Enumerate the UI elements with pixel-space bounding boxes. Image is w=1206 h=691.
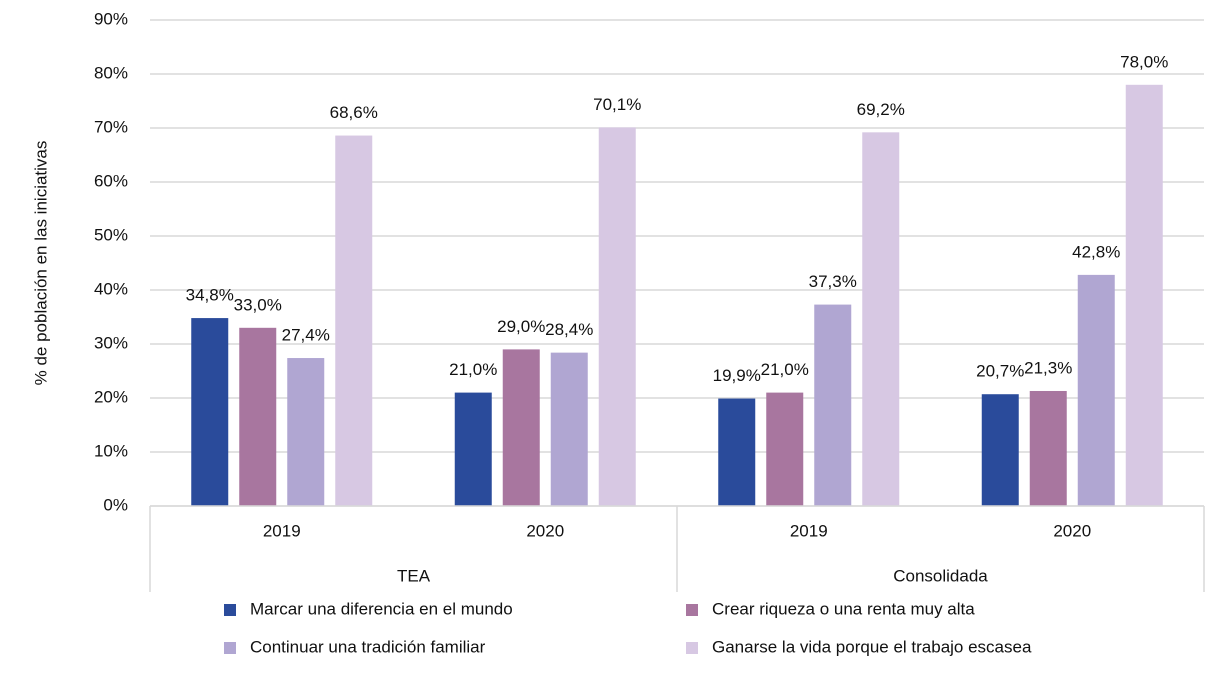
legend-label: Marcar una diferencia en el mundo [250, 599, 513, 618]
y-tick-label: 90% [94, 9, 128, 28]
y-tick-label: 80% [94, 63, 128, 82]
group-label: Consolidada [893, 566, 988, 585]
data-label: 68,6% [330, 103, 378, 122]
bar [335, 135, 373, 506]
y-tick-label: 50% [94, 225, 128, 244]
x-tick-label: 2019 [263, 521, 301, 540]
data-label: 42,8% [1072, 242, 1120, 261]
y-tick-label: 70% [94, 117, 128, 136]
legend-swatch [224, 642, 236, 654]
data-label: 34,8% [186, 286, 234, 305]
data-label: 19,9% [713, 366, 761, 385]
data-label: 21,0% [761, 360, 809, 379]
y-tick-label: 20% [94, 387, 128, 406]
bar [862, 132, 900, 506]
bar [1077, 274, 1115, 506]
data-label: 27,4% [282, 326, 330, 345]
bar [239, 327, 277, 506]
bar [1125, 84, 1163, 507]
bar [454, 392, 492, 506]
bar [814, 304, 852, 506]
x-tick-label: 2019 [790, 521, 828, 540]
legend-swatch [686, 604, 698, 616]
data-label: 21,3% [1024, 358, 1072, 377]
y-tick-label: 30% [94, 333, 128, 352]
data-label: 37,3% [809, 272, 857, 291]
bar [598, 127, 636, 507]
legend-label: Crear riqueza o una renta muy alta [712, 599, 975, 618]
bar [191, 318, 229, 506]
data-label: 29,0% [497, 317, 545, 336]
group-label: TEA [397, 566, 431, 585]
data-label: 78,0% [1120, 52, 1168, 71]
bar [1029, 390, 1067, 506]
bar [766, 392, 804, 506]
bar [287, 358, 325, 506]
bar [981, 394, 1019, 506]
data-label: 28,4% [545, 320, 593, 339]
data-label: 20,7% [976, 362, 1024, 381]
data-label: 21,0% [449, 360, 497, 379]
legend-swatch [224, 604, 236, 616]
legend-label: Ganarse la vida porque el trabajo escase… [712, 637, 1032, 656]
y-axis-label: % de población en las iniciativas [31, 141, 50, 386]
x-tick-label: 2020 [526, 521, 564, 540]
y-tick-label: 0% [103, 495, 128, 514]
x-tick-label: 2020 [1053, 521, 1091, 540]
bar [502, 349, 540, 506]
y-tick-label: 40% [94, 279, 128, 298]
legend-label: Continuar una tradición familiar [250, 637, 486, 656]
bar [718, 398, 756, 506]
y-tick-label: 10% [94, 441, 128, 460]
bar [550, 352, 588, 506]
legend-swatch [686, 642, 698, 654]
data-label: 69,2% [857, 100, 905, 119]
data-label: 70,1% [593, 95, 641, 114]
y-tick-label: 60% [94, 171, 128, 190]
data-label: 33,0% [234, 295, 282, 314]
